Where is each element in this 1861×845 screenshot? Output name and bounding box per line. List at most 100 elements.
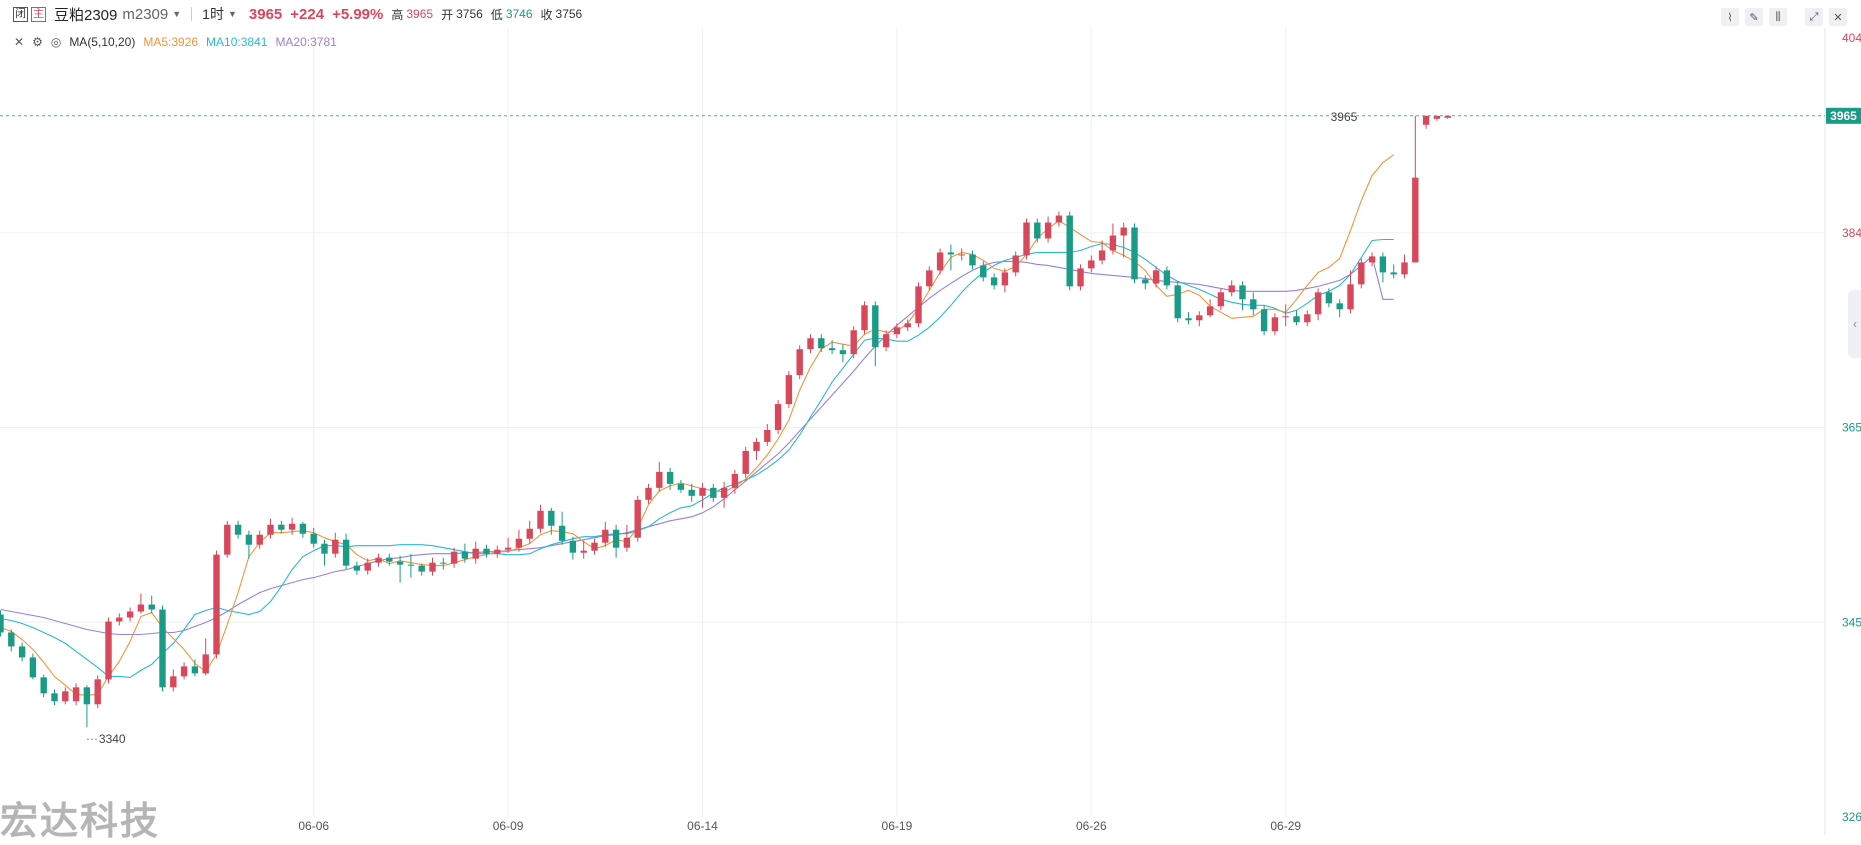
candle-body <box>310 533 317 544</box>
candle-body <box>904 323 911 328</box>
open-value: 3756 <box>456 7 483 21</box>
candle-body <box>969 254 976 266</box>
candle-body <box>1044 222 1052 239</box>
candle <box>1077 264 1084 291</box>
candle-body <box>278 524 285 530</box>
candle <box>342 533 350 570</box>
candle <box>677 479 685 493</box>
candle <box>1228 280 1235 297</box>
symbol-name[interactable]: 豆粕2309 <box>54 6 118 24</box>
candle <box>1174 281 1181 323</box>
candle-body <box>1325 292 1333 304</box>
candle <box>105 617 112 684</box>
settings-icon[interactable]: ⚙ <box>32 35 43 49</box>
candle <box>159 605 166 692</box>
close-label: 收 <box>540 7 553 22</box>
candle <box>807 334 814 354</box>
candle-body <box>882 334 890 348</box>
candle-body <box>1368 256 1376 263</box>
watermark: 宏达科技 <box>0 799 161 843</box>
candle <box>1347 270 1354 314</box>
candle <box>1304 310 1311 327</box>
high-label: 高 <box>391 7 404 22</box>
candle <box>83 685 91 728</box>
candle-body <box>51 693 58 702</box>
period-selector[interactable]: 1时 <box>202 6 224 22</box>
candle <box>569 536 577 560</box>
close-icon[interactable]: ✕ <box>14 35 25 49</box>
candle-type-icon[interactable]: ⫼ <box>1769 8 1787 26</box>
candle-body <box>234 524 242 535</box>
x-tick-label: 06-09 <box>493 819 524 833</box>
main-chart-button[interactable]: 主 <box>31 6 46 22</box>
candle-body <box>839 350 847 355</box>
candle-body <box>688 489 695 496</box>
candle <box>483 544 490 558</box>
candle-body <box>180 666 188 677</box>
candle-body <box>580 550 587 553</box>
candle-body <box>850 330 857 355</box>
candle <box>666 467 674 490</box>
draw-pen-icon[interactable]: ✎ <box>1745 8 1763 26</box>
candle <box>1271 313 1279 336</box>
candle-body <box>764 429 771 442</box>
candle <box>580 540 587 559</box>
high-value: 3965 <box>406 7 434 21</box>
candle-body <box>1077 268 1084 287</box>
candle <box>234 520 242 539</box>
candle-body <box>1304 314 1311 323</box>
candle-body <box>645 487 652 500</box>
symbol-code[interactable]: m2309 <box>122 5 169 23</box>
candle <box>278 520 285 534</box>
candle <box>494 545 501 558</box>
candle-body <box>1206 306 1214 316</box>
candle-body <box>893 327 901 335</box>
candle <box>796 345 803 380</box>
candle-body <box>1379 256 1387 273</box>
candle <box>1109 223 1117 255</box>
ma5-value: MA5:3926 <box>143 35 199 49</box>
eye-icon[interactable]: ◎ <box>50 35 62 49</box>
x-tick-label: 06-26 <box>1076 819 1107 833</box>
candle-body <box>504 547 512 550</box>
candle <box>504 537 512 553</box>
candle <box>1239 281 1246 311</box>
candle <box>1120 222 1127 258</box>
candle-body <box>947 252 955 255</box>
candle <box>1358 258 1365 289</box>
candle <box>364 558 371 575</box>
candle-body <box>872 305 879 348</box>
candle-body <box>342 539 350 566</box>
candle-body <box>137 604 145 612</box>
low-value: 3746 <box>505 7 533 21</box>
ma-title: MA(5,10,20) <box>69 35 136 49</box>
candle <box>461 543 469 563</box>
line-chart-icon[interactable]: ⌇ <box>1721 8 1739 26</box>
candle-body <box>1098 250 1106 261</box>
chevron-down-icon[interactable]: ▼ <box>227 9 237 19</box>
candle <box>51 689 58 706</box>
candle-body <box>18 646 26 658</box>
candle-body <box>634 499 641 538</box>
close-icon[interactable]: ✕ <box>1829 8 1847 26</box>
candle-body <box>213 554 220 655</box>
candle <box>1282 304 1289 327</box>
candle <box>29 653 37 680</box>
candle <box>861 301 868 335</box>
candle <box>170 669 177 692</box>
candle-body <box>1401 262 1408 275</box>
candle <box>94 675 101 709</box>
close-chart-button[interactable]: 闭 <box>13 6 28 22</box>
candle <box>969 250 976 270</box>
candle-body <box>105 621 112 680</box>
candle <box>72 683 80 706</box>
ma20-value: MA20:3781 <box>275 35 337 49</box>
chevron-down-icon[interactable]: ▼ <box>172 9 182 19</box>
expand-icon[interactable]: ⤢ <box>1805 8 1823 26</box>
candle <box>1325 288 1333 308</box>
candle-body <box>1066 215 1073 287</box>
collapse-panel-button[interactable]: ‹ <box>1848 290 1861 358</box>
